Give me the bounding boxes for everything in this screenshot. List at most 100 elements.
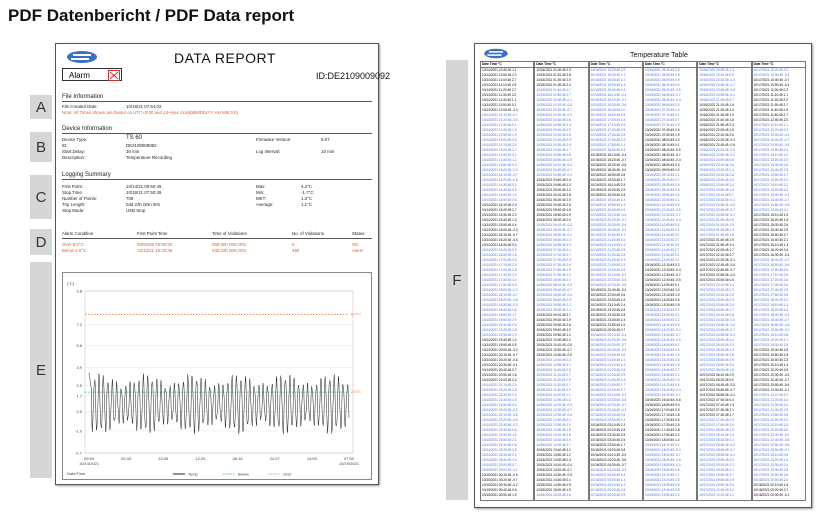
table-row: 10/17/2021 04:20:45 -0.0 — [699, 318, 735, 322]
table-row: 10/15/2021 07:00:45 2.1 — [536, 248, 571, 252]
temperature-table-page: Temperature Table Date Time °C 10/14/2021… — [474, 43, 812, 508]
alarm-col-3: No. of Violations — [292, 231, 324, 236]
temperature-chart: [°C] 9.8 7.2 5.6 3.9 2.5 1.7 0.5 -1.0 -2.7 8.0°C 2.… — [62, 272, 372, 480]
table-row: 10/14/2021 11:10:45 2.9 — [482, 83, 517, 87]
table-row: 10/17/2021 01:50:45 2.4 — [699, 243, 734, 247]
table-row: 10/15/2021 13:00:45 1.9 — [536, 428, 571, 432]
file-information: File Information — [62, 94, 372, 104]
alarm-x-icon — [108, 70, 120, 81]
table-row: 10/17/2021 13:50:45 2.7 — [753, 173, 789, 177]
table-row: 10/14/2021 14:30:45 0.1 — [482, 183, 517, 187]
table-row: 10/16/2021 21:10:45 1.6 — [699, 103, 734, 107]
table-row: 10/16/2021 16:10:45 0.4 — [644, 383, 680, 387]
table-row: 10/15/2021 06:40:45 0.3 — [536, 238, 571, 242]
table-row: 10/15/2021 05:40:45 1.8 — [536, 208, 571, 212]
over-line-label: 8.0°C — [351, 311, 361, 316]
table-row: 10/17/2021 00:20:45 -0.1 — [699, 198, 735, 202]
table-row: 10/15/2021 01:50:45 0.7 — [536, 93, 571, 97]
table-row: 10/17/2021 11:20:45 2.0 — [753, 98, 788, 102]
table-row: 10/17/2021 11:50:45 2.7 — [753, 113, 788, 117]
table-row: 10/16/2021 05:10:45 2.2 — [590, 483, 626, 487]
table-row: 10/16/2021 18:10:45 0.4 — [644, 443, 680, 447]
stat-key-3: Average: — [256, 202, 274, 207]
table-row: 10/16/2021 09:40:45 2.6 — [644, 188, 680, 192]
table-row: 10/17/2021 20:20:45 0.5 — [753, 368, 789, 372]
table-row: 10/16/2021 09:10:45 2.1 — [644, 173, 680, 177]
table-row: 10/17/2021 04:40:45 -0.7 — [699, 328, 735, 332]
alarm-label: Alarm — [69, 71, 90, 80]
table-row: 10/17/2021 20:10:45 1.4 — [753, 363, 789, 367]
table-row: 10/17/2021 00:30:45 -0.6 — [699, 203, 735, 207]
table-row: 10/14/2021 14:10:45 -0.7 — [482, 173, 518, 177]
table-row: 10/14/2021 16:00:45 -0.3 — [482, 228, 518, 232]
table-row: 10/14/2021 22:20:45 -0.6 — [482, 418, 518, 422]
table-row: 10/15/2021 20:10:45 -0.2 — [590, 213, 627, 217]
table-row: 10/16/2021 17:00:45 0.9 — [644, 408, 680, 412]
legend-label: Temp — [188, 472, 199, 477]
table-row: 10/15/2021 10:10:45 -0.5 — [536, 343, 572, 347]
log-val-4: USB Stop — [126, 208, 146, 213]
table-row: 10/16/2021 19:50:45 2.3 — [644, 493, 680, 497]
table-row: 10/16/2021 21:30:45 2.9 — [699, 113, 734, 117]
table-row: 10/15/2021 03:50:45 0.8 — [536, 153, 571, 157]
section-label-b: B — [30, 132, 52, 162]
table-row: 10/15/2021 04:40:45 0.4 — [536, 178, 571, 182]
table-row: 10/16/2021 08:00:45 1.0 — [644, 138, 680, 142]
table-row: 10/17/2021 13:10:45 1.0 — [753, 153, 789, 157]
table-row: 10/16/2021 11:10:45 2.0 — [644, 233, 680, 237]
table-row: 10/15/2021 01:30:45 2.4 — [536, 83, 571, 87]
x-tick-label: 12:25 — [195, 456, 206, 461]
table-row: 10/16/2021 00:30:45 -0.7 — [590, 343, 627, 347]
table-row: 10/16/2021 07:00:45 1.3 — [644, 108, 680, 112]
table-row: 10/17/2021 02:20:45 -0.1 — [699, 258, 735, 262]
company-logo-icon — [484, 48, 508, 59]
table-row: 10/15/2021 12:40:45 0.1 — [536, 418, 571, 422]
table-row: 10/14/2021 22:00:45 -0.2 — [482, 408, 518, 412]
table-row: 10/16/2021 03:10:45 2.3 — [590, 423, 626, 427]
table-row: 10/16/2021 03:50:45 1.7 — [590, 443, 626, 447]
table-row: 10/15/2021 19:30:45 2.8 — [590, 193, 626, 197]
table-row: 10/16/2021 05:40:45 2.5 — [644, 68, 680, 72]
table-row: 10/14/2021 17:10:45 2.9 — [482, 263, 517, 267]
table-row: 10/16/2021 14:30:45 -0.7 — [644, 333, 681, 337]
table-row: 10/18/2021 00:20:45 0.7 — [753, 488, 789, 492]
y-tick-label: -2.7 — [75, 451, 83, 456]
table-row: 10/15/2021 18:30:45 -0.6 — [590, 163, 627, 167]
table-row: 10/16/2021 13:30:45 2.9 — [644, 303, 680, 307]
log-val-0: 10/14/21 09:50:45 — [126, 184, 162, 189]
table-row: 10/17/2021 21:10:45 0.7 — [753, 393, 789, 397]
table-row: 10/14/2021 13:20:45 2.7 — [482, 148, 517, 152]
table-row: 10/16/2021 04:50:45 0.4 — [590, 473, 626, 477]
table-row: 10/16/2021 11:50:45 2.0 — [644, 253, 680, 257]
table-row: 10/16/2021 16:50:45 0.0 — [644, 403, 680, 407]
table-row: 10/17/2021 23:10:45 0.6 — [753, 453, 789, 457]
table-title: Temperature Table — [630, 52, 688, 59]
x-axis-label: Date/Time — [67, 471, 86, 476]
table-row: 10/14/2021 12:00:45 -0.4 — [482, 108, 518, 112]
table-row: 10/17/2021 14:20:45 0.3 — [753, 188, 789, 192]
device-val-3: Temperature Recording — [126, 155, 172, 160]
table-row: 10/17/2021 03:40:45 2.9 — [699, 298, 734, 302]
table-row: 10/16/2021 20:50:45 -0.1 — [699, 93, 735, 97]
alarm-r1-c2: 03d 02h 50m 00s — [212, 248, 246, 253]
y-tick-label: 5.6 — [76, 343, 82, 348]
table-row: 10/15/2021 04:10:45 -0.6 — [536, 163, 572, 167]
table-row: 10/15/2021 04:50:45 1.3 — [536, 183, 571, 187]
created-label: File Created Date: — [62, 104, 98, 109]
alarm-r0-c4: OK — [352, 242, 359, 247]
table-row: 10/16/2021 18:50:45 -0.0 — [644, 463, 681, 467]
table-row: 10/15/2021 22:40:45 -0.2 — [590, 288, 627, 292]
table-row: 10/17/2021 00:40:45 -0.7 — [699, 208, 735, 212]
table-row: 10/15/2021 20:00:45 0.5 — [590, 208, 626, 212]
table-row: 10/15/2021 17:00:45 1.8 — [590, 118, 626, 122]
company-logo-icon — [67, 51, 97, 63]
table-row: 10/16/2021 15:20:45 2.6 — [644, 358, 680, 362]
table-row: 10/17/2021 11:10:45 1.1 — [753, 93, 788, 97]
plot-area — [84, 290, 354, 454]
table-row: 10/15/2021 21:50:45 1.5 — [590, 263, 626, 267]
table-row: 10/15/2021 20:50:45 0.7 — [590, 233, 626, 237]
table-row: 10/17/2021 20:00:45 2.3 — [753, 358, 789, 362]
table-row: 10/17/2021 05:50:45 2.5 — [699, 363, 734, 367]
table-row: 10/15/2021 01:10:45 2.8 — [536, 73, 571, 77]
table-row: 10/15/2021 08:30:45 -0.4 — [536, 293, 572, 297]
